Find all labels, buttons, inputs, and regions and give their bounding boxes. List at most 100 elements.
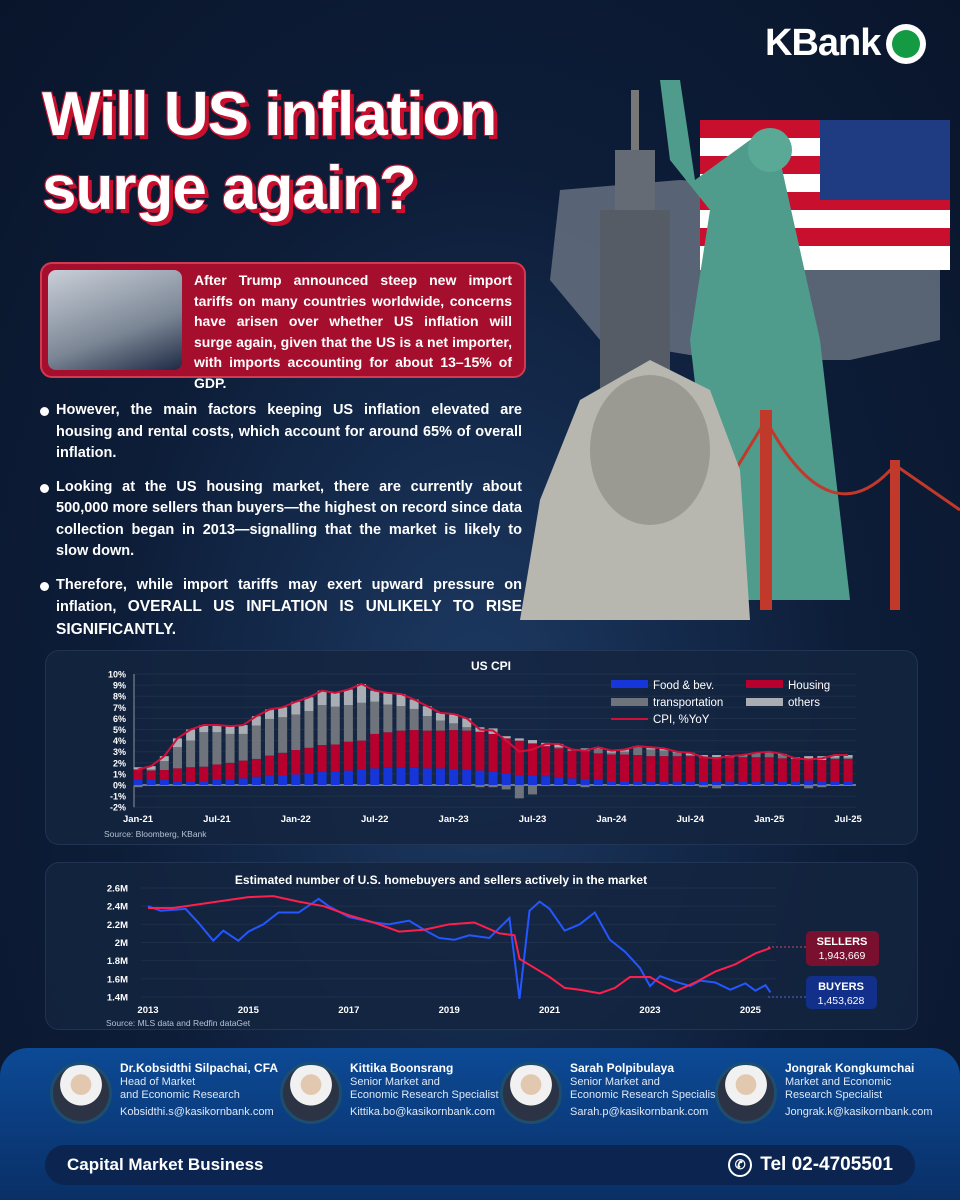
x-tick-label: 2013: [137, 1005, 158, 1016]
x-tick-label: 2025: [740, 1005, 762, 1016]
bar-others: [449, 713, 459, 724]
x-tick-label: Jul-22: [361, 814, 388, 825]
y-tick-label: 1%: [113, 769, 126, 779]
bar-food: [370, 768, 380, 785]
y-tick-label: 2.2M: [107, 920, 128, 931]
bar-food: [330, 771, 340, 785]
bar-transportation: [685, 755, 695, 757]
buyers-line: [147, 897, 772, 999]
bar-food: [383, 767, 393, 785]
bar-others: [501, 736, 511, 739]
bar-housing: [251, 758, 261, 777]
chart-title: Estimated number of U.S. homebuyers and …: [235, 873, 647, 887]
bar-others: [383, 692, 393, 705]
contact-email[interactable]: Kobsidthi.s@kasikornbank.com: [120, 1106, 274, 1118]
bar-others: [685, 752, 695, 756]
bar-transportation: [212, 732, 222, 765]
bar-housing: [278, 752, 288, 776]
bar-transportation: [528, 785, 537, 795]
bar-others: [606, 750, 616, 753]
x-tick-label: Jan-24: [596, 814, 627, 825]
bar-transportation: [633, 747, 643, 756]
bar-housing: [541, 746, 551, 777]
bullet-point: However, the main factors keeping US inf…: [40, 400, 522, 465]
benjamin-franklin-portrait: [520, 360, 750, 620]
bar-food: [659, 781, 669, 785]
bar-housing: [435, 730, 445, 769]
contact-role: Economic Research Specialist: [350, 1089, 499, 1101]
y-tick-label: 3%: [113, 747, 126, 757]
bar-others: [304, 697, 314, 712]
bar-food: [199, 781, 209, 785]
intro-callout: After Trump announced steep new import t…: [40, 262, 526, 391]
y-tick-label: 6%: [113, 714, 126, 724]
y-tick-label: 2.4M: [107, 902, 128, 913]
bar-food: [817, 781, 827, 785]
bar-others: [330, 692, 340, 707]
bar-food: [633, 781, 643, 785]
bar-transportation: [225, 733, 235, 763]
bar-others: [238, 725, 248, 734]
x-tick-label: Jan-21: [123, 814, 154, 825]
phone-contact[interactable]: ✆ Tel 02-4705501: [728, 1153, 893, 1177]
bar-food: [212, 780, 222, 785]
legend-swatch-others: [746, 698, 783, 706]
bar-housing: [488, 733, 498, 772]
avatar: [715, 1062, 777, 1124]
bar-transportation: [357, 702, 367, 741]
bar-food: [462, 769, 472, 785]
bar-housing: [672, 756, 682, 782]
bar-transportation: [620, 751, 630, 755]
bar-food: [278, 775, 288, 785]
bar-food: [672, 781, 682, 785]
bullet-point: Looking at the US housing market, there …: [40, 477, 522, 563]
bar-transportation: [146, 769, 156, 771]
bar-transportation: [804, 785, 814, 789]
conclusion-emphasis: OVERALL US INFLATION IS UNLIKELY TO RISE…: [56, 598, 523, 638]
bar-transportation: [396, 706, 406, 731]
us-cpi-chart: US CPI -2%-1%0% 1%2%3%4%5%6%7%8%9%10% Jan-…: [104, 659, 863, 839]
bar-housing: [225, 762, 235, 780]
contact-email[interactable]: Kittika.bo@kasikornbank.com: [350, 1106, 496, 1118]
bar-housing: [501, 738, 511, 774]
bar-others: [343, 689, 353, 706]
contact-role: Economic Research Specialist: [570, 1089, 719, 1101]
bar-housing: [317, 745, 327, 772]
y-tick-label: 0%: [113, 781, 126, 791]
bar-housing: [133, 769, 143, 780]
bar-transportation: [672, 752, 682, 757]
bar-others: [396, 693, 406, 707]
bar-housing: [567, 750, 577, 779]
bar-housing: [646, 756, 656, 782]
contact-card: Dr.Kobsidthi Silpachai, CFA Head of Mark…: [50, 1062, 278, 1124]
bar-transportation: [172, 747, 182, 769]
bar-food: [698, 781, 708, 785]
contact-email[interactable]: Sarah.p@kasikornbank.com: [570, 1106, 709, 1118]
bar-transportation: [791, 785, 800, 787]
bullet-text: Therefore, while import tariffs may exer…: [56, 576, 522, 616]
x-tick-label: Jul-23: [519, 814, 546, 825]
bar-others: [370, 690, 380, 702]
bar-food: [304, 773, 314, 785]
bar-transportation: [199, 732, 209, 767]
bar-others: [409, 699, 419, 709]
contact-name: Sarah Polpibulaya: [570, 1061, 675, 1075]
bar-food: [291, 774, 301, 785]
chart-legend: Food & bev. Housing transportation other…: [611, 680, 830, 726]
bar-food: [764, 781, 774, 785]
legend-label: transportation: [653, 697, 723, 709]
bar-transportation: [698, 785, 708, 788]
bar-others: [265, 709, 274, 719]
contact-role: and Economic Research: [120, 1089, 240, 1101]
bar-food: [265, 775, 274, 785]
bar-food: [159, 780, 169, 785]
bar-food: [725, 781, 735, 785]
bar-transportation: [435, 720, 445, 731]
kbank-leaf-icon: [886, 23, 927, 64]
page-title: Will US inflation surge again?: [42, 78, 497, 226]
bar-food: [567, 778, 577, 785]
bar-food: [317, 771, 327, 785]
contact-email[interactable]: Jongrak.k@kasikornbank.com: [785, 1106, 933, 1118]
buyers-label: BUYERS: [818, 981, 864, 993]
bar-transportation: [777, 755, 787, 759]
